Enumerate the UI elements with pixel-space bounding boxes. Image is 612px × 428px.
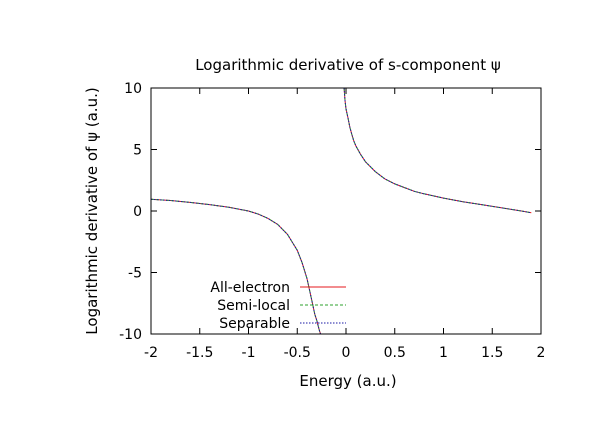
y-tick-label: -5 (128, 266, 142, 282)
series-line-semi-local-2 (343, 87, 532, 214)
legend: All-electron Semi-local Separable (210, 280, 346, 332)
x-tick-label: 1 (439, 345, 448, 361)
x-tick-label: -0.5 (284, 345, 311, 361)
chart-title: Logarithmic derivative of s-component ψ (195, 56, 501, 74)
y-tick-label: 10 (124, 81, 142, 97)
y-axis: -10 -5 0 5 10 (119, 81, 541, 343)
x-tick-label: -2 (144, 345, 158, 361)
x-tick-label: -1 (242, 345, 256, 361)
y-tick-label: -10 (119, 327, 142, 343)
y-axis-label: Logarithmic derivative of ψ (a.u.) (83, 87, 101, 334)
x-tick-label: -1.5 (186, 345, 213, 361)
series-line-separable-1 (150, 198, 322, 335)
y-tick-label: 0 (133, 204, 142, 220)
legend-label: Semi-local (217, 298, 290, 314)
y-tick-label: 5 (133, 143, 142, 159)
plot-frame (150, 87, 542, 335)
plot-series (150, 87, 532, 335)
series-line-separable-2 (343, 87, 532, 214)
legend-label: Separable (219, 316, 290, 332)
legend-label: All-electron (210, 280, 290, 296)
series-line-semi-local-1 (150, 198, 322, 335)
x-axis: -2 -1.5 -1 -0.5 0 0.5 1 1.5 2 (144, 88, 545, 361)
x-tick-label: 0 (342, 345, 351, 361)
x-tick-label: 0.5 (384, 345, 406, 361)
x-axis-label: Energy (a.u.) (299, 372, 396, 390)
x-tick-label: 2 (537, 345, 546, 361)
series-line-all-electron-2 (343, 87, 532, 214)
x-tick-label: 1.5 (481, 345, 503, 361)
